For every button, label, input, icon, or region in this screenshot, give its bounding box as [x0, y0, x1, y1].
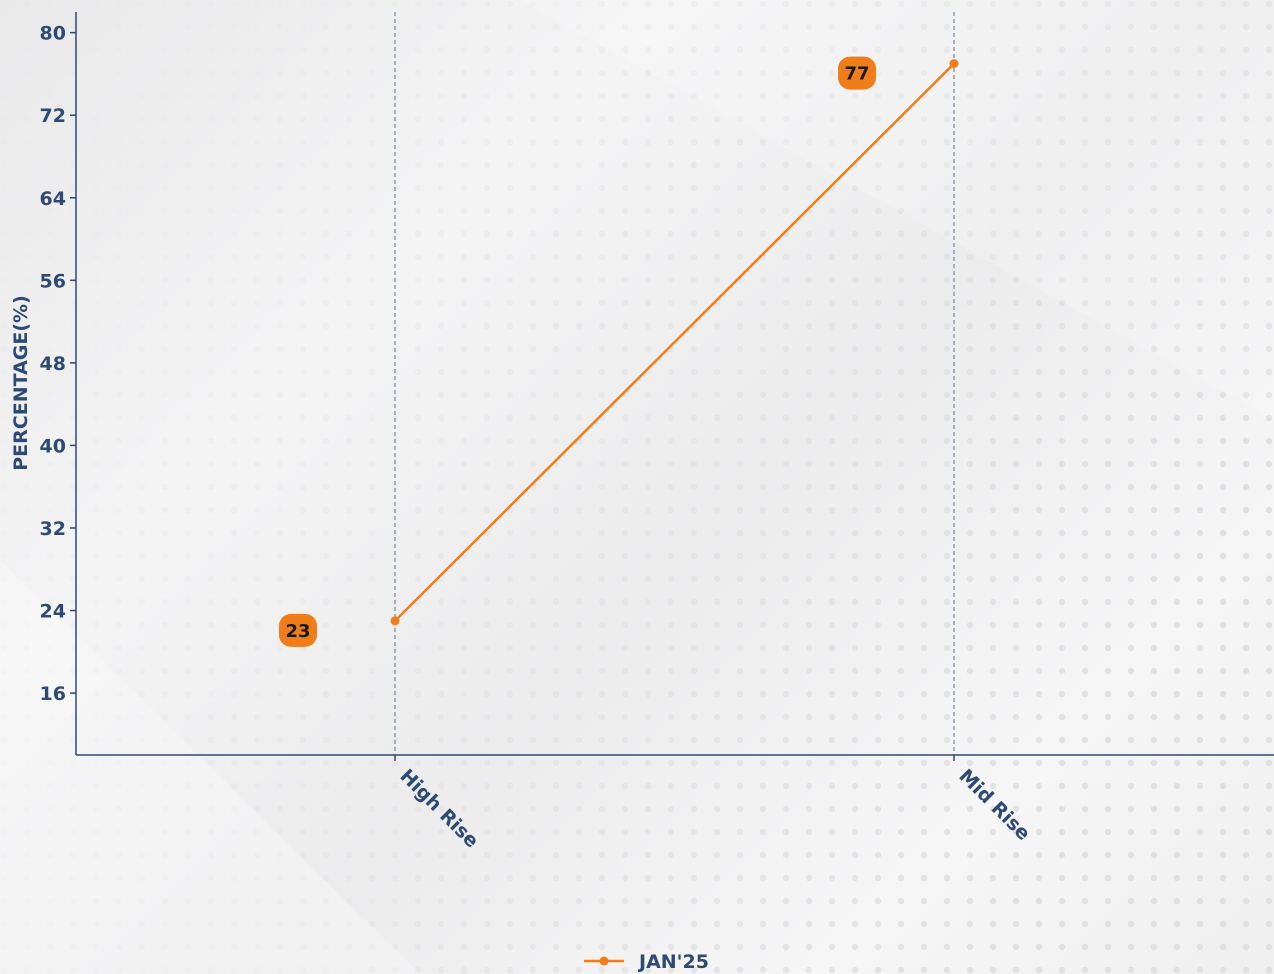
y-tick-label: 56: [40, 270, 66, 292]
y-tick-label: 24: [40, 601, 66, 623]
legend-marker-icon: [600, 957, 609, 966]
y-axis-title: PERCENTAGE(%): [10, 295, 32, 471]
data-label-value: 23: [285, 621, 310, 642]
data-point: [950, 59, 959, 68]
y-tick-label: 32: [40, 518, 66, 540]
y-tick-label: 64: [40, 188, 66, 210]
y-tick-label: 72: [40, 105, 66, 127]
legend-label: JAN'25: [637, 951, 709, 973]
y-tick-label: 16: [40, 683, 66, 705]
data-label: 23: [279, 614, 317, 647]
data-label-value: 77: [844, 64, 869, 85]
data-point: [391, 616, 400, 625]
y-tick-label: 80: [40, 23, 66, 45]
data-label: 77: [838, 57, 876, 90]
y-tick-label: 40: [40, 435, 66, 457]
y-tick-label: 48: [40, 353, 66, 375]
